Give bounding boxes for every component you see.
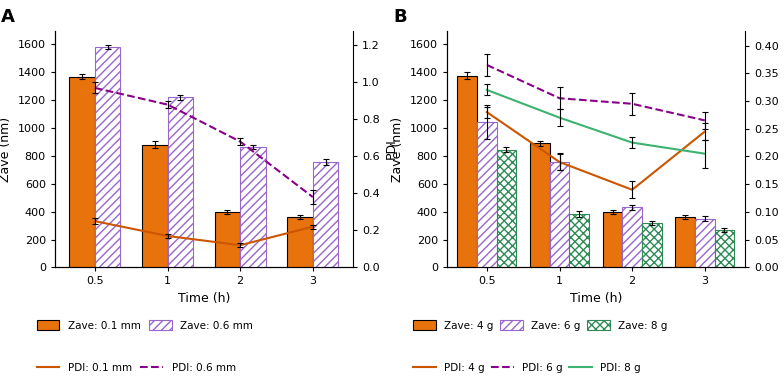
Bar xyxy=(215,212,240,267)
Text: B: B xyxy=(394,8,407,26)
Bar xyxy=(550,162,569,267)
Bar xyxy=(569,214,589,267)
Bar xyxy=(715,230,735,267)
Bar xyxy=(313,162,338,267)
Bar xyxy=(530,143,550,267)
Bar xyxy=(70,76,95,267)
Y-axis label: PDI: PDI xyxy=(385,139,398,159)
Bar xyxy=(240,147,266,267)
Bar xyxy=(622,207,642,267)
X-axis label: Time (h): Time (h) xyxy=(570,292,622,305)
Bar xyxy=(642,223,662,267)
Bar xyxy=(95,47,120,267)
Legend: Zave: 4 g, Zave: 6 g, Zave: 8 g: Zave: 4 g, Zave: 6 g, Zave: 8 g xyxy=(413,320,667,331)
Legend: Zave: 0.1 mm, Zave: 0.6 mm: Zave: 0.1 mm, Zave: 0.6 mm xyxy=(37,320,253,331)
Y-axis label: Zave (nm): Zave (nm) xyxy=(0,117,13,181)
Legend: PDI: 4 g, PDI: 6 g, PDI: 8 g: PDI: 4 g, PDI: 6 g, PDI: 8 g xyxy=(413,363,641,373)
Bar xyxy=(695,219,715,267)
Text: A: A xyxy=(2,8,15,26)
Bar xyxy=(168,97,193,267)
Bar xyxy=(603,212,622,267)
Legend: PDI: 0.1 mm, PDI: 0.6 mm: PDI: 0.1 mm, PDI: 0.6 mm xyxy=(37,363,236,373)
Bar xyxy=(477,122,496,267)
Bar xyxy=(496,150,517,267)
Bar xyxy=(457,76,477,267)
Bar xyxy=(288,217,313,267)
Bar xyxy=(675,217,695,267)
Y-axis label: Zave (nm): Zave (nm) xyxy=(391,117,405,181)
Bar xyxy=(142,145,168,267)
X-axis label: Time (h): Time (h) xyxy=(178,292,230,305)
